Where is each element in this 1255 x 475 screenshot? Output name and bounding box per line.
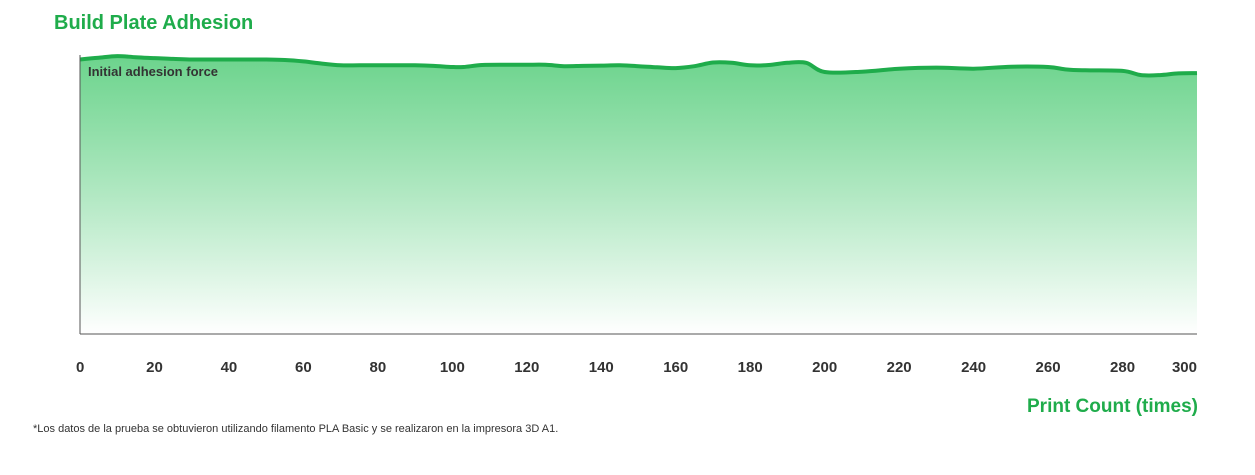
x-tick-label: 120 (514, 359, 539, 376)
x-tick-label: 40 (221, 359, 238, 376)
x-tick-label: 260 (1036, 359, 1061, 376)
x-tick-label: 140 (589, 359, 614, 376)
x-tick-label: 240 (961, 359, 986, 376)
x-tick-label: 20 (146, 359, 163, 376)
x-tick-label: 100 (440, 359, 465, 376)
x-tick-label: 300 (1172, 359, 1197, 376)
chart-title: Build Plate Adhesion (54, 12, 254, 34)
x-tick-label: 220 (887, 359, 912, 376)
footnote: *Los datos de la prueba se obtuvieron ut… (33, 423, 559, 435)
x-tick-label: 60 (295, 359, 312, 376)
x-tick-label: 180 (738, 359, 763, 376)
adhesion-series-line (79, 54, 1198, 78)
x-axis-label: Print Count (times) (1027, 396, 1198, 417)
x-tick-label: 160 (663, 359, 688, 376)
x-tick-label: 280 (1110, 359, 1135, 376)
y-axis-label: Initial adhesion force (88, 64, 218, 79)
x-tick-label: 80 (370, 359, 387, 376)
x-tick-label: 0 (76, 359, 84, 376)
x-tick-label: 200 (812, 359, 837, 376)
adhesion-area-fill (80, 56, 1197, 334)
